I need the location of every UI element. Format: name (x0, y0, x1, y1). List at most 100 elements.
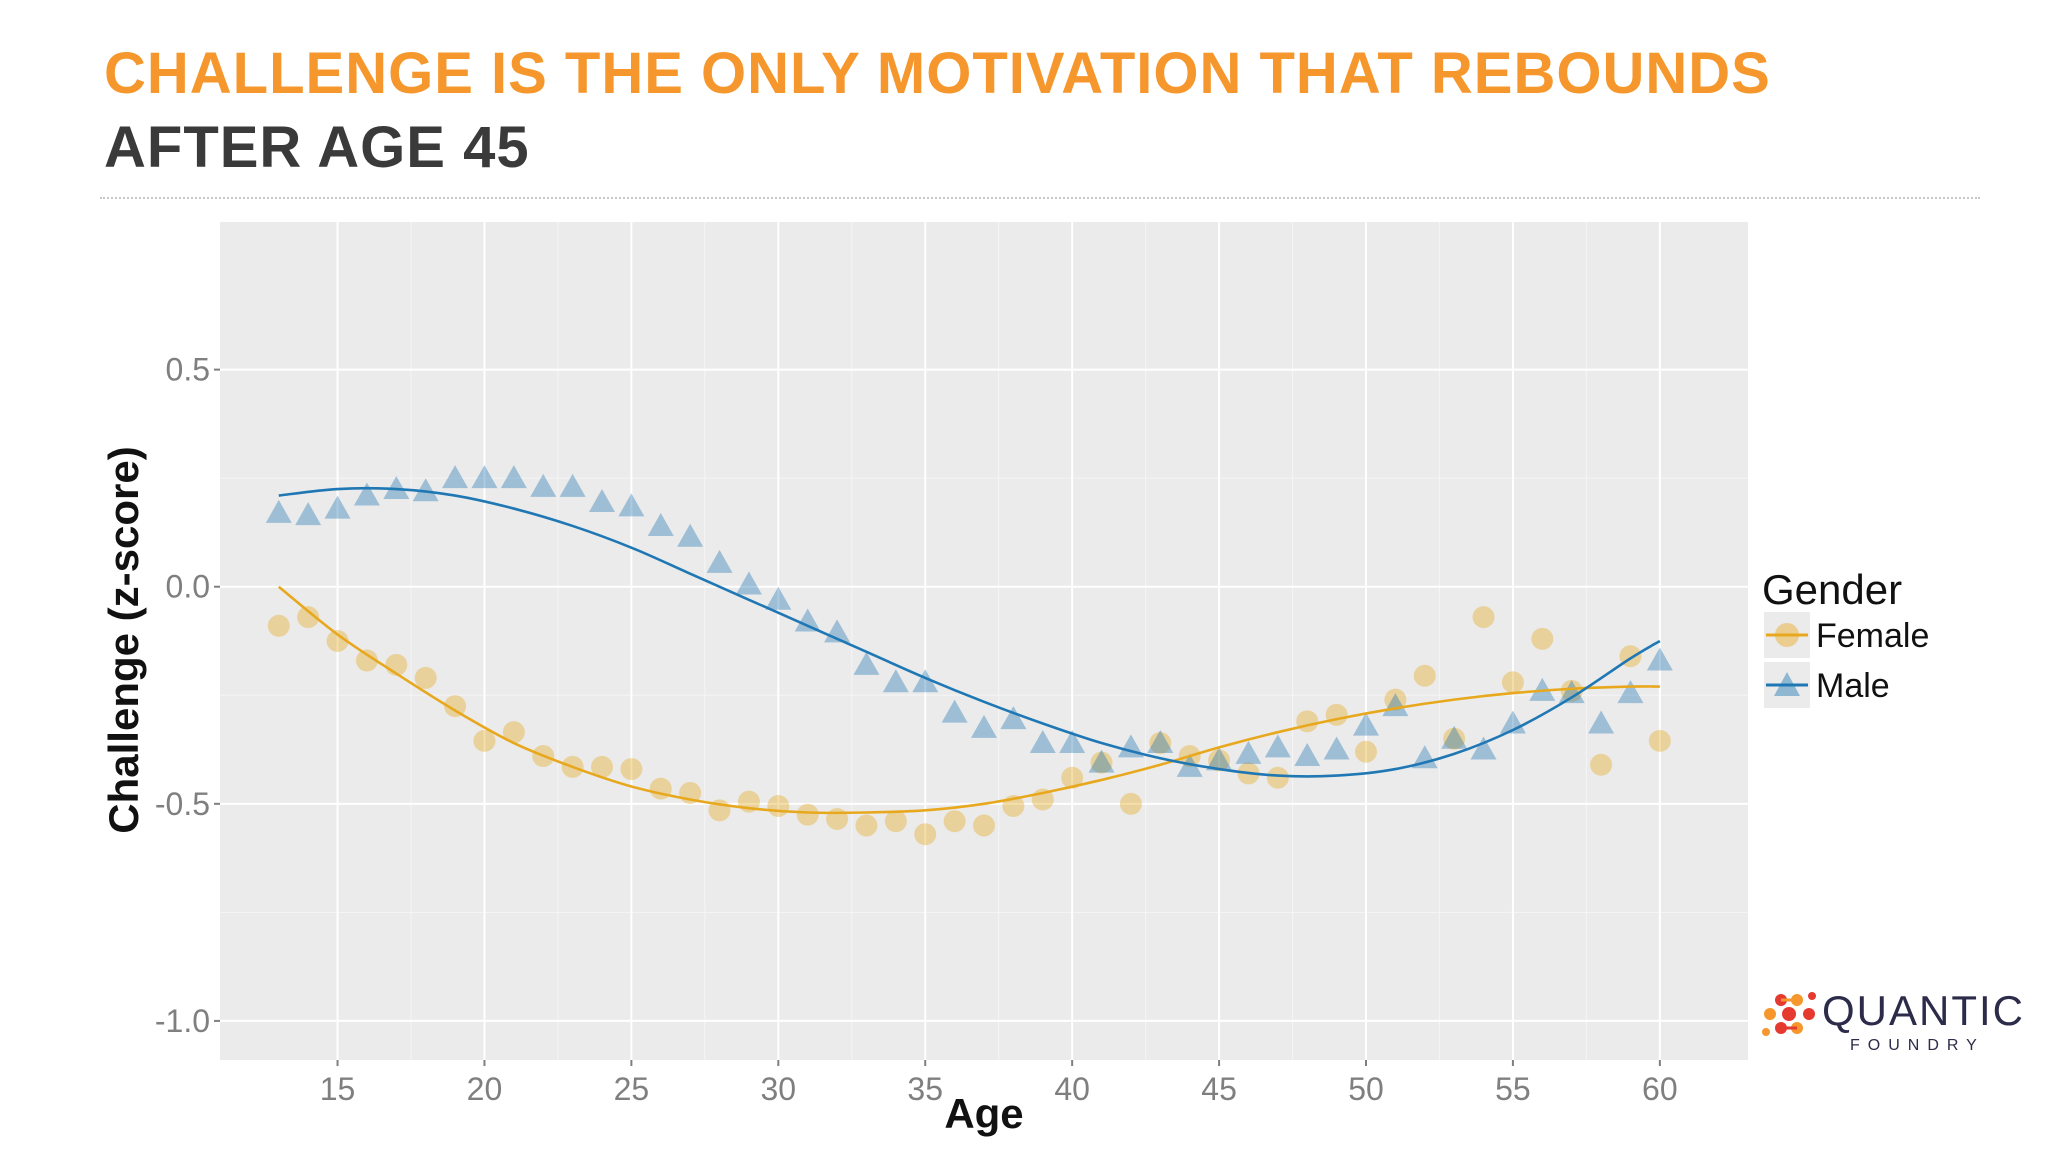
male-point (383, 476, 410, 500)
male-point (677, 523, 704, 547)
female-point (914, 823, 937, 846)
female-point (1208, 749, 1231, 772)
logo-sub: FOUNDRY (1850, 1037, 1985, 1054)
female-point (355, 649, 378, 672)
female-point (502, 721, 525, 744)
female-point (591, 755, 613, 778)
male-point (1588, 710, 1615, 734)
male-point (1558, 680, 1585, 704)
male-point (1147, 730, 1174, 754)
female-point (1355, 740, 1377, 763)
page-title: CHALLENGE IS THE ONLY MOTIVATION THAT RE… (104, 41, 1771, 106)
female-point (1590, 753, 1613, 776)
female-point (1560, 679, 1583, 702)
male-point (353, 482, 380, 506)
male-point (941, 699, 968, 723)
legend-key-female-marker (1775, 623, 1799, 647)
male-point (559, 473, 586, 497)
female-point (267, 614, 290, 637)
quantic-foundry-logo: QUANTIC FOUNDRY (1762, 987, 2025, 1054)
female-point (1384, 688, 1407, 711)
female-point (1149, 732, 1172, 755)
female-point (767, 794, 790, 817)
male-point (1235, 740, 1262, 764)
female-point (1119, 792, 1142, 815)
axis-ticks (214, 368, 1661, 1066)
male-point (1264, 734, 1291, 758)
male-point (412, 478, 439, 502)
legend-label-female: Female (1816, 617, 1929, 655)
x-tick-label: 55 (1495, 1071, 1531, 1107)
male-point (1088, 749, 1115, 773)
female-point (1443, 727, 1466, 750)
page-subtitle: AFTER AGE 45 (104, 115, 530, 180)
male-point (1411, 745, 1438, 769)
male-points (265, 465, 1673, 777)
female-point (414, 666, 437, 689)
female-point (973, 814, 995, 837)
logo-mark-icon (1762, 992, 1816, 1036)
male-point (853, 651, 880, 675)
x-tick-label: 60 (1642, 1071, 1678, 1107)
x-tick-label: 20 (467, 1071, 503, 1107)
plot-panel (220, 222, 1748, 1060)
x-tick-label: 50 (1348, 1071, 1384, 1107)
x-axis-title: Age (944, 1090, 1023, 1137)
female-point (1325, 703, 1348, 726)
x-tick-label: 40 (1054, 1071, 1090, 1107)
female-point (1090, 751, 1113, 774)
male-point (1000, 706, 1027, 730)
male-point (618, 493, 645, 517)
legend-label-male: Male (1816, 667, 1890, 705)
female-point (473, 729, 496, 752)
female-point (620, 758, 643, 781)
male-point (1294, 743, 1321, 767)
female-point (1531, 627, 1554, 650)
header-divider (100, 197, 1980, 199)
legend-title: Gender (1762, 566, 1902, 613)
male-point (882, 669, 909, 693)
male-point (912, 669, 939, 693)
female-point (1266, 766, 1289, 789)
male-point (1353, 712, 1379, 736)
female-point (826, 808, 849, 831)
male-point (530, 473, 557, 497)
male-point (1206, 747, 1233, 771)
male-point (1441, 725, 1468, 749)
male-point (647, 512, 674, 536)
female-point (1648, 729, 1671, 752)
female-point (444, 695, 467, 718)
female-points (267, 606, 1671, 846)
female-trend-line (277, 585, 1660, 815)
logo-name: QUANTIC (1822, 987, 2025, 1034)
male-point (295, 502, 322, 526)
male-point (1617, 680, 1644, 704)
female-point (1413, 664, 1436, 687)
male-point (794, 608, 821, 632)
trend-lines (277, 486, 1661, 815)
x-tick-label: 45 (1201, 1071, 1237, 1107)
legend: Gender Female Male (1762, 566, 1929, 708)
female-point (884, 810, 907, 833)
y-tick-label: -1.0 (155, 1003, 210, 1039)
male-point (500, 465, 527, 489)
x-tick-label: 30 (761, 1071, 797, 1107)
y-axis-title: Challenge (z-score) (100, 446, 147, 833)
male-point (442, 465, 469, 489)
male-point (1646, 647, 1673, 671)
female-point (855, 814, 878, 837)
grid-minor (220, 222, 1748, 1060)
male-trend-line (278, 486, 1661, 778)
male-point (1029, 730, 1056, 754)
male-point (706, 549, 733, 573)
legend-key-male-marker (1774, 672, 1800, 696)
tick-labels: 15 20 25 30 35 40 45 50 55 60 0.5 0.0 -0.5 -1.0 (155, 352, 1678, 1107)
male-point (1470, 736, 1497, 760)
y-tick-label: 0.0 (166, 569, 210, 605)
y-tick-label: 0.5 (166, 352, 210, 388)
male-point (265, 499, 292, 523)
female-point (297, 606, 320, 629)
female-point (1296, 710, 1319, 733)
female-point (943, 810, 966, 833)
